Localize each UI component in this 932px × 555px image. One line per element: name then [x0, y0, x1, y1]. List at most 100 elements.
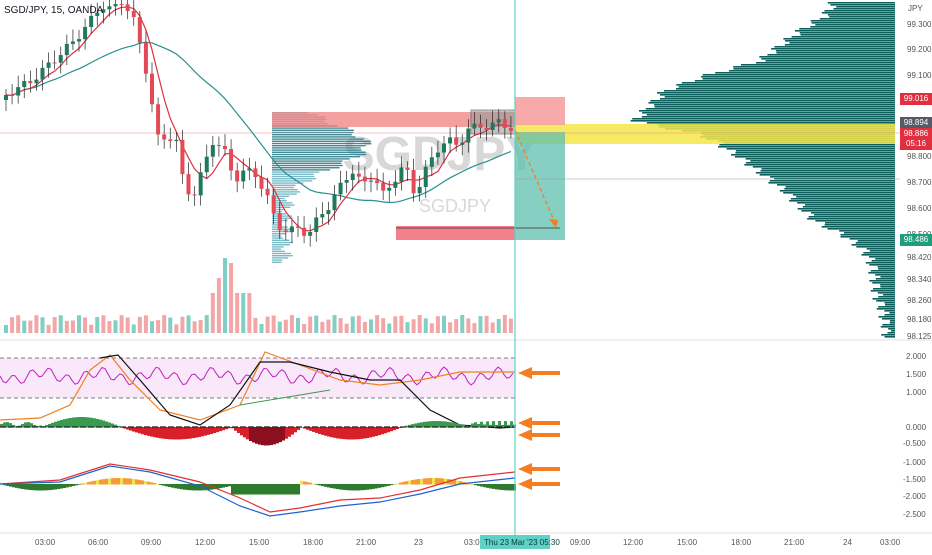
volume-bar [302, 323, 307, 333]
momentum-bar [366, 427, 369, 439]
volume-profile-row [868, 272, 895, 274]
volume-profile-row [872, 298, 895, 300]
macd-bar [288, 484, 291, 495]
volume-bar [16, 315, 21, 333]
volume-profile-row [752, 166, 895, 168]
momentum-bar [288, 427, 291, 437]
volume-bar [381, 318, 386, 333]
volume-profile-row [872, 288, 895, 290]
candle-body [210, 145, 215, 157]
momentum-bar [384, 427, 387, 434]
momentum-bar [444, 421, 447, 428]
time-tick: 18:00 [303, 538, 324, 547]
volume-bar [186, 315, 191, 333]
candle-body [490, 122, 495, 130]
momentum-bar [93, 418, 96, 428]
momentum-bar [141, 427, 144, 435]
candle-body [326, 210, 331, 215]
volume-profile-row [776, 184, 895, 186]
volume-bar [271, 315, 276, 333]
session-profile-row [272, 204, 295, 206]
macd-bar [114, 478, 117, 485]
macd-bar [306, 482, 309, 485]
macd-bar [384, 484, 387, 487]
volume-profile-row [810, 26, 895, 28]
volume-bar [332, 315, 337, 333]
momentum-bar [441, 421, 444, 428]
session-profile-row [272, 160, 343, 162]
price-axis-unit: JPY [908, 4, 923, 13]
candle-body [186, 174, 191, 195]
macd-bar [339, 484, 342, 490]
momentum-bar [99, 419, 102, 428]
candle-body [241, 170, 246, 182]
momentum-bar [171, 427, 174, 440]
macd-bar [315, 484, 318, 485]
momentum-bar [381, 427, 384, 435]
volume-profile-row [733, 66, 895, 68]
volume-bar [502, 315, 507, 333]
volume-profile-row [740, 64, 895, 66]
momentum-bar [363, 427, 366, 439]
momentum-bar [435, 421, 438, 428]
momentum-bar [48, 423, 51, 428]
volume-profile-row [827, 2, 895, 4]
macd-bar [381, 484, 384, 488]
session-profile-row [272, 228, 293, 230]
macd-line [0, 465, 516, 517]
candle-body [4, 95, 8, 100]
candle-body [10, 95, 15, 96]
time-tick: 03:00 [35, 538, 56, 547]
candle-body [387, 187, 392, 191]
macd-bar [150, 482, 153, 485]
session-profile-row [272, 208, 284, 211]
macd-bar [504, 484, 507, 491]
momentum-bar [303, 427, 306, 429]
volume-profile-row [880, 284, 895, 286]
volume-bar [314, 315, 319, 333]
macd-bar [366, 484, 369, 490]
macd-bar [168, 484, 171, 488]
divergence-line [239, 389, 331, 406]
momentum-bar [438, 421, 441, 428]
momentum-bar [27, 422, 30, 428]
volume-bar [89, 324, 94, 333]
volume-profile-row [808, 216, 895, 218]
session-profile-row [272, 180, 313, 182]
macd-signal-line [0, 463, 516, 513]
volume-profile-row [875, 278, 895, 280]
oscillator-black-line [99, 354, 516, 429]
volume-bar [508, 318, 513, 333]
momentum-bar [189, 427, 192, 439]
momentum-bar [309, 427, 312, 431]
volume-bar [28, 320, 33, 333]
volume-profile-row [877, 266, 895, 268]
momentum-bar [84, 417, 87, 428]
macd-bar [174, 484, 177, 489]
momentum-bar [456, 423, 459, 428]
macd-bar [51, 484, 54, 490]
momentum-bar [60, 419, 63, 428]
macd-bar [420, 478, 423, 485]
volume-profile-row [840, 236, 895, 238]
macd-bar [438, 478, 441, 485]
momentum-bar [102, 420, 105, 428]
price-tick: 98.180 [907, 315, 932, 324]
macd-bar [24, 484, 27, 490]
candle-body [362, 176, 367, 182]
macd-bar [69, 484, 72, 487]
volume-bar [411, 319, 416, 333]
candle-body [22, 80, 27, 88]
session-profile-row [272, 259, 283, 261]
candle-body [454, 137, 459, 145]
volume-profile-row [785, 186, 895, 188]
macd-bar [162, 484, 165, 486]
candle-body [259, 177, 264, 189]
volume-profile-row [776, 52, 895, 54]
orange-arrow-markers [518, 367, 560, 490]
momentum-bar [285, 427, 288, 439]
volume-bar [356, 315, 361, 333]
session-profile-row [272, 235, 282, 237]
